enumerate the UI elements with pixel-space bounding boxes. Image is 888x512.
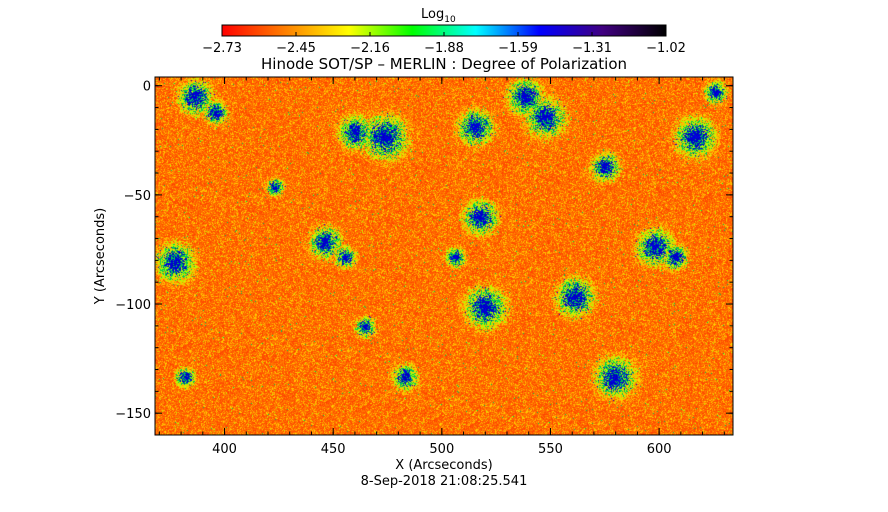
colorbar-tick-label: −1.31: [572, 41, 612, 56]
y-axis-label: Y (Arcseconds): [93, 208, 108, 305]
x-tick-label: 450: [321, 442, 346, 457]
heatmap-raster: [155, 77, 733, 435]
colorbar-tick-label: −2.16: [350, 41, 390, 56]
chart-title: Hinode SOT/SP – MERLIN : Degree of Polar…: [261, 55, 627, 73]
x-tick-label: 400: [212, 442, 237, 457]
colorbar-ticks: −2.73 −2.45 −2.16 −1.88 −1.59 −1.31 −1.02: [202, 32, 686, 56]
x-axis: 400 450 500 550 600: [158, 77, 725, 457]
colorbar-label: Log10: [421, 7, 456, 25]
x-axis-label: X (Arcseconds): [395, 458, 492, 473]
heatmap-image: [155, 77, 733, 435]
y-tick-label: −50: [124, 189, 151, 204]
y-tick-label: −100: [115, 298, 151, 313]
x-tick-label: 500: [429, 442, 454, 457]
colorbar-tick-label: −1.59: [498, 41, 538, 56]
timestamp: 8-Sep-2018 21:08:25.541: [361, 474, 528, 489]
colorbar-tick-label: −2.45: [276, 41, 316, 56]
y-tick-label: 0: [143, 80, 151, 95]
y-axis: 0 −50 −100 −150: [115, 80, 733, 436]
colorbar-tick-label: −2.73: [202, 41, 242, 56]
y-tick-label: −150: [115, 407, 151, 422]
colorbar-tick-label: −1.88: [424, 41, 464, 56]
x-tick-label: 600: [647, 442, 672, 457]
x-tick-label: 550: [538, 442, 563, 457]
plot-frame: [154, 76, 734, 436]
colorbar-tick-label: −1.02: [646, 41, 686, 56]
